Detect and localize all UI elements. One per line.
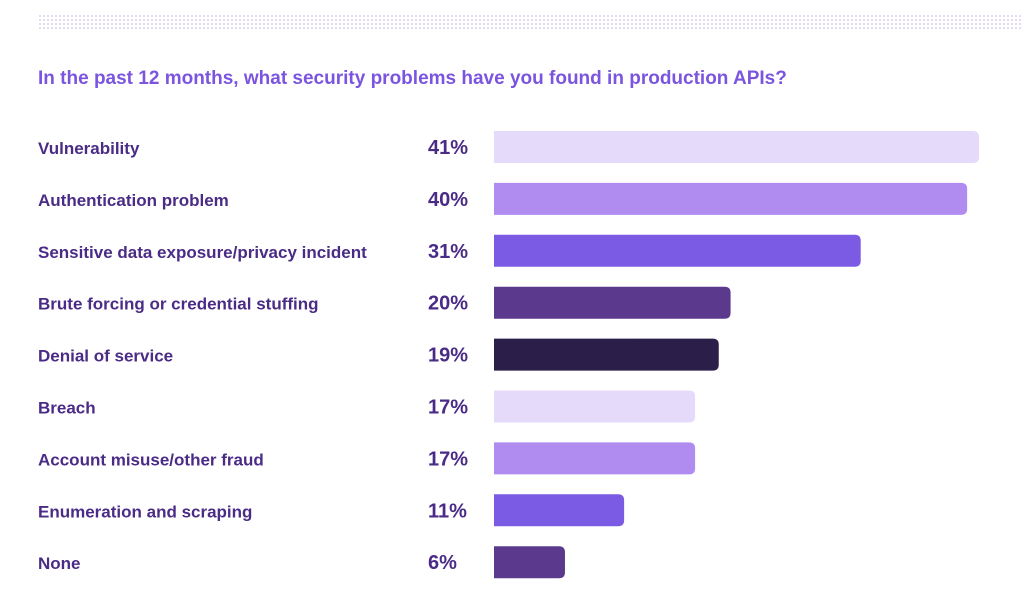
- value-label: 31%: [428, 241, 468, 263]
- value-label: 41%: [428, 137, 468, 159]
- bar: [494, 390, 696, 423]
- chart-title: In the past 12 months, what security pro…: [38, 68, 787, 89]
- bar: [494, 131, 979, 163]
- category-label: Denial of service: [38, 347, 173, 366]
- value-label: 17%: [428, 397, 468, 419]
- value-label: 6%: [428, 552, 457, 574]
- category-label: Authentication problem: [38, 191, 229, 210]
- value-label: 11%: [428, 500, 467, 522]
- bar: [494, 286, 731, 319]
- category-label: Brute forcing or credential stuffing: [38, 295, 319, 314]
- category-label: Account misuse/other fraud: [38, 450, 264, 469]
- bar: [494, 546, 565, 579]
- dotted-decoration: [38, 14, 1023, 30]
- category-label: Enumeration and scraping: [38, 502, 252, 521]
- category-label: None: [38, 554, 81, 573]
- value-label: 40%: [428, 189, 468, 211]
- value-label: 20%: [428, 293, 468, 315]
- category-label: Breach: [38, 399, 96, 418]
- bar: [494, 234, 861, 267]
- bar: [494, 494, 625, 527]
- category-label: Vulnerability: [38, 139, 140, 158]
- bar: [494, 442, 696, 475]
- value-label: 19%: [428, 345, 468, 367]
- bar: [494, 182, 968, 215]
- value-label: 17%: [428, 448, 468, 470]
- category-label: Sensitive data exposure/privacy incident: [38, 243, 367, 262]
- bar: [494, 338, 719, 371]
